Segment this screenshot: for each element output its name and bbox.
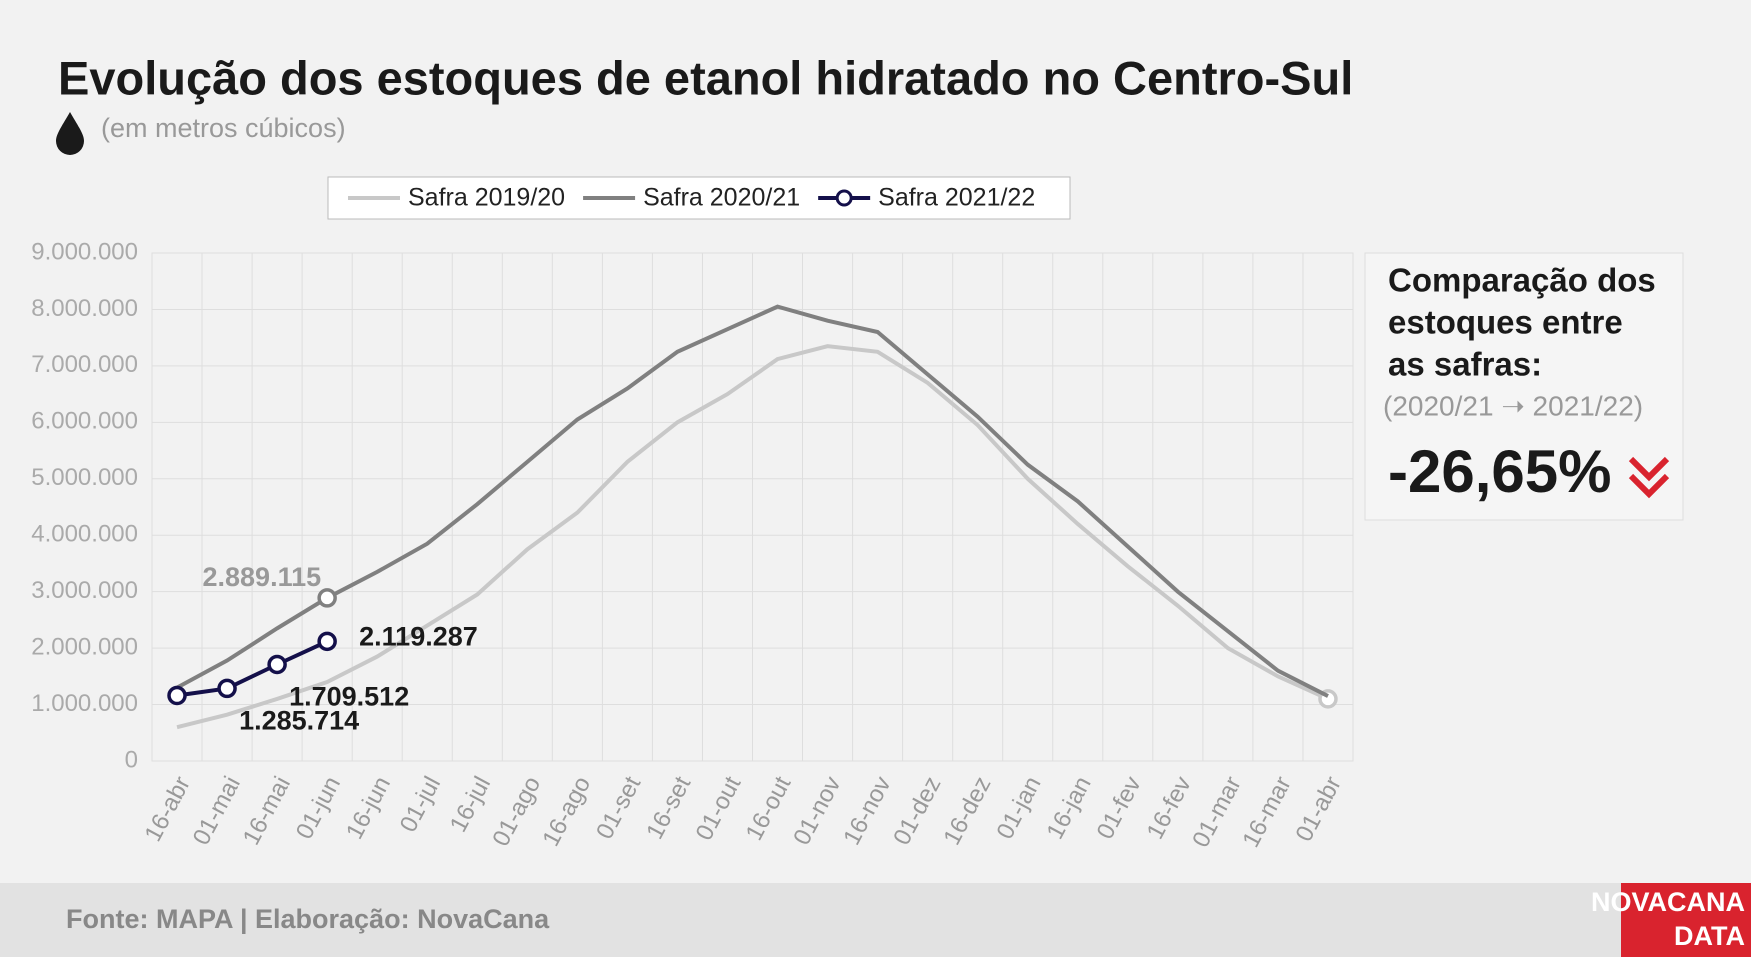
source: Fonte: MAPA | Elaboração: NovaCana <box>66 904 550 934</box>
logo-text: NOVACANA <box>1591 887 1745 917</box>
logo <box>1621 883 1751 957</box>
legend-label: Safra 2020/21 <box>643 184 800 212</box>
y-tick-label: 3.000.000 <box>31 577 138 604</box>
data-label: 2.889.115 <box>203 562 322 592</box>
logo-text: DATA <box>1674 921 1745 951</box>
legend-box <box>327 176 1071 220</box>
legend-marker <box>835 189 853 207</box>
series-line <box>176 344 1329 730</box>
y-tick-label: 6.000.000 <box>31 408 138 435</box>
subtitle: (em metros cúbicos) <box>101 113 346 143</box>
series-line <box>176 304 1329 698</box>
data-label: 1.285.714 <box>239 706 359 736</box>
y-tick-label: 5.000.000 <box>31 464 138 491</box>
y-tick-label: 8.000.000 <box>31 295 138 322</box>
comparison-heading: Comparação dos <box>1388 262 1656 299</box>
down-arrow <box>1628 456 1670 499</box>
comparison-value: -26,65% <box>1388 438 1611 505</box>
point-marker <box>167 685 187 706</box>
point-marker <box>217 678 237 699</box>
y-tick-label: 4.000.000 <box>31 521 138 548</box>
data-label: 2.119.287 <box>359 622 478 652</box>
chart-title: Evolução dos estoques de etanol hidratad… <box>58 51 1353 104</box>
comparison-heading: as safras: <box>1388 346 1542 383</box>
footer <box>0 883 1751 957</box>
legend-label: Safra 2019/20 <box>408 184 565 212</box>
legend-label: Safra 2021/22 <box>878 184 1035 212</box>
y-tick-label: 1.000.000 <box>31 690 138 717</box>
comparison-box <box>1364 252 1684 521</box>
point-marker <box>317 631 337 652</box>
series-line <box>176 639 328 698</box>
y-tick-label: 7.000.000 <box>31 351 138 378</box>
drop-icon <box>56 112 84 155</box>
comparison-period: (2020/21 ➝ 2021/22) <box>1383 390 1643 421</box>
y-tick-label: 9.000.000 <box>31 238 138 265</box>
data-label: 1.709.512 <box>289 682 409 712</box>
y-tick-label: 2.000.000 <box>31 633 138 660</box>
point-marker <box>317 588 337 608</box>
y-tick-label: 0 <box>125 746 138 773</box>
point-marker <box>267 654 287 675</box>
comparison-heading: estoques entre <box>1388 304 1623 341</box>
